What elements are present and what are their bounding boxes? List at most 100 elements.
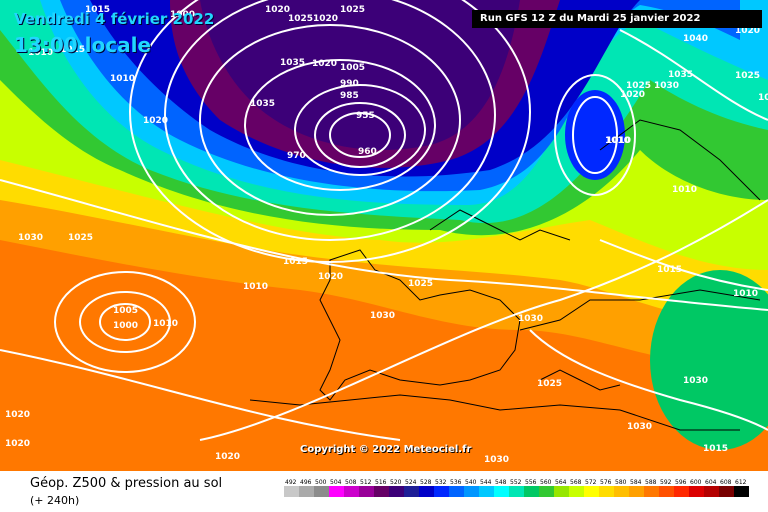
legend-tick-label: 568	[570, 479, 582, 486]
legend-swatch	[359, 486, 374, 497]
legend-swatch	[299, 486, 314, 497]
legend-swatch	[434, 486, 449, 497]
pressure-label: 1015	[703, 444, 728, 454]
legend-tick-label: 500	[315, 479, 327, 486]
legend-tick-label: 612	[735, 479, 747, 486]
pressure-label: 1015	[657, 265, 682, 275]
legend-tick-label: 564	[555, 479, 567, 486]
legend-swatch	[644, 486, 659, 497]
pressure-label: 1020	[312, 59, 337, 69]
legend-swatch	[494, 486, 509, 497]
legend-swatch	[539, 486, 554, 497]
map-footer: Géop. Z500 & pression au sol (+ 240h) 49…	[0, 471, 768, 512]
z500-map: 1015 1000 1020 1025 1020 1025 1035 1020 …	[0, 0, 768, 471]
legend-tick-label: 604	[705, 479, 717, 486]
legend-swatch	[584, 486, 599, 497]
legend-swatch	[674, 486, 689, 497]
legend-swatch	[734, 486, 749, 497]
pressure-label: 985	[340, 91, 359, 101]
legend-tick-label: 572	[585, 479, 597, 486]
pressure-label: 1030	[518, 314, 543, 324]
legend-tick-label: 580	[615, 479, 627, 486]
pressure-label: 1025	[408, 279, 433, 289]
map-title: Géop. Z500 & pression au sol	[30, 476, 223, 491]
legend-tick-label: 556	[525, 479, 537, 486]
legend-tick-label: 576	[600, 479, 612, 486]
legend-tick-label: 508	[345, 479, 357, 486]
pressure-label: 1015	[60, 45, 85, 55]
pressure-label: 1035	[668, 70, 693, 80]
legend-tick-label: 528	[420, 479, 432, 486]
legend-tick-label: 492	[285, 479, 297, 486]
pressure-label: 970	[287, 151, 306, 161]
pressure-labels: 1015 1000 1020 1025 1020 1025 1035 1020 …	[5, 5, 768, 465]
legend-swatch	[659, 486, 674, 497]
pressure-label: 1030	[18, 233, 43, 243]
pressure-label: 1010	[243, 282, 268, 292]
model-run-label: Run GFS 12 Z du Mardi 25 janvier 2022	[472, 10, 762, 28]
legend-tick-label: 524	[405, 479, 417, 486]
pressure-label: 1025	[340, 5, 365, 15]
pressure-label: 1005	[340, 63, 365, 73]
pressure-label: 960	[358, 147, 377, 157]
pressure-label: 1010	[672, 185, 697, 195]
pressure-label: 1005	[113, 306, 138, 316]
legend-tick-label: 496	[300, 479, 312, 486]
pressure-label: 1010	[153, 319, 178, 329]
pressure-label: 1020	[735, 26, 760, 36]
pressure-label: 1025	[735, 71, 760, 81]
legend-tick-label: 536	[450, 479, 462, 486]
pressure-label: 1020	[143, 116, 168, 126]
pressure-label: 1030	[654, 81, 679, 91]
forecast-time: 13:00 locale	[14, 33, 151, 57]
legend-tick-label: 544	[480, 479, 492, 486]
pressure-label: 1015	[85, 5, 110, 15]
pressure-label: 1020	[265, 5, 290, 15]
pressure-label: 1030	[683, 376, 708, 386]
legend-tick-label: 516	[375, 479, 387, 486]
geopotential-fill	[0, 0, 768, 471]
pressure-label: 1030	[758, 93, 768, 103]
legend-swatch	[464, 486, 479, 497]
legend-tick-label: 560	[540, 479, 552, 486]
pressure-label: 1035	[250, 99, 275, 109]
legend-swatch	[554, 486, 569, 497]
legend-swatch	[569, 486, 584, 497]
legend-swatch	[509, 486, 524, 497]
pressure-label: 1020	[313, 14, 338, 24]
pressure-label: 1030	[627, 422, 652, 432]
legend-swatch	[374, 486, 389, 497]
legend-swatch	[614, 486, 629, 497]
pressure-label: 1025	[626, 81, 651, 91]
legend-tick-label: 504	[330, 479, 342, 486]
legend-tick-label: 540	[465, 479, 477, 486]
legend-swatch	[449, 486, 464, 497]
pressure-label: 1020	[5, 410, 30, 420]
pressure-label: 1025	[537, 379, 562, 389]
legend-swatch	[704, 486, 719, 497]
pressure-label: 1035	[280, 58, 305, 68]
legend-tick-label: 592	[660, 479, 672, 486]
legend-tick-label: 600	[690, 479, 702, 486]
forecast-range: (+ 240h)	[30, 494, 80, 507]
pressure-label: 1010	[733, 289, 758, 299]
copyright-notice: Copyright © 2022 Meteociel.fr	[300, 444, 472, 455]
legend-tick-label: 552	[510, 479, 522, 486]
legend-tick-label: 548	[495, 479, 507, 486]
pressure-label: 1000	[113, 321, 138, 331]
legend-swatch	[524, 486, 539, 497]
pressure-label: 1030	[370, 311, 395, 321]
pressure-label: 1010	[28, 48, 53, 58]
legend-swatch	[329, 486, 344, 497]
pressure-label: 1025	[288, 14, 313, 24]
legend-tick-label: 584	[630, 479, 642, 486]
legend-swatch	[404, 486, 419, 497]
pressure-label: 1030	[484, 455, 509, 465]
pressure-label: 1010	[605, 136, 630, 146]
legend-swatch	[419, 486, 434, 497]
legend-swatch	[389, 486, 404, 497]
legend-swatch	[344, 486, 359, 497]
pressure-label: 1015	[283, 257, 308, 267]
legend-swatch	[284, 486, 299, 497]
